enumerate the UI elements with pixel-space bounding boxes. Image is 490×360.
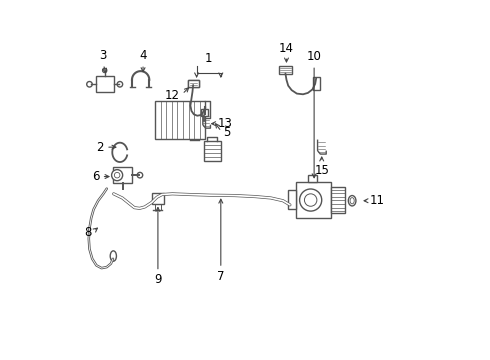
Bar: [155, 100, 205, 139]
Circle shape: [299, 189, 322, 211]
Text: 15: 15: [314, 164, 329, 177]
Bar: [331, 187, 345, 213]
Bar: [296, 182, 331, 218]
Text: 8: 8: [84, 226, 92, 239]
Circle shape: [117, 81, 122, 87]
Ellipse shape: [110, 251, 117, 261]
Circle shape: [304, 194, 317, 206]
Ellipse shape: [348, 195, 356, 206]
Text: 10: 10: [307, 50, 321, 63]
Text: 12: 12: [165, 89, 180, 102]
Bar: [278, 66, 293, 73]
Bar: [201, 109, 208, 116]
Circle shape: [137, 172, 143, 178]
Text: 14: 14: [279, 42, 294, 55]
Circle shape: [114, 172, 120, 178]
Bar: [314, 77, 320, 90]
Bar: [188, 81, 198, 87]
Bar: [96, 76, 114, 92]
Circle shape: [87, 81, 92, 87]
Text: 7: 7: [217, 270, 224, 283]
Text: 2: 2: [97, 141, 104, 154]
Bar: [308, 175, 317, 182]
Text: 13: 13: [218, 117, 233, 130]
Text: 1: 1: [205, 52, 213, 65]
Text: 6: 6: [92, 170, 100, 183]
Text: 4: 4: [139, 49, 147, 63]
Bar: [152, 193, 164, 203]
Bar: [203, 141, 221, 161]
Ellipse shape: [350, 198, 354, 204]
Bar: [288, 190, 296, 210]
Text: 11: 11: [370, 194, 385, 207]
Text: 3: 3: [99, 49, 107, 63]
Text: 5: 5: [223, 126, 231, 139]
Circle shape: [112, 170, 122, 181]
Circle shape: [102, 68, 107, 72]
Bar: [113, 167, 132, 184]
Bar: [188, 81, 198, 87]
Text: 9: 9: [154, 273, 162, 286]
